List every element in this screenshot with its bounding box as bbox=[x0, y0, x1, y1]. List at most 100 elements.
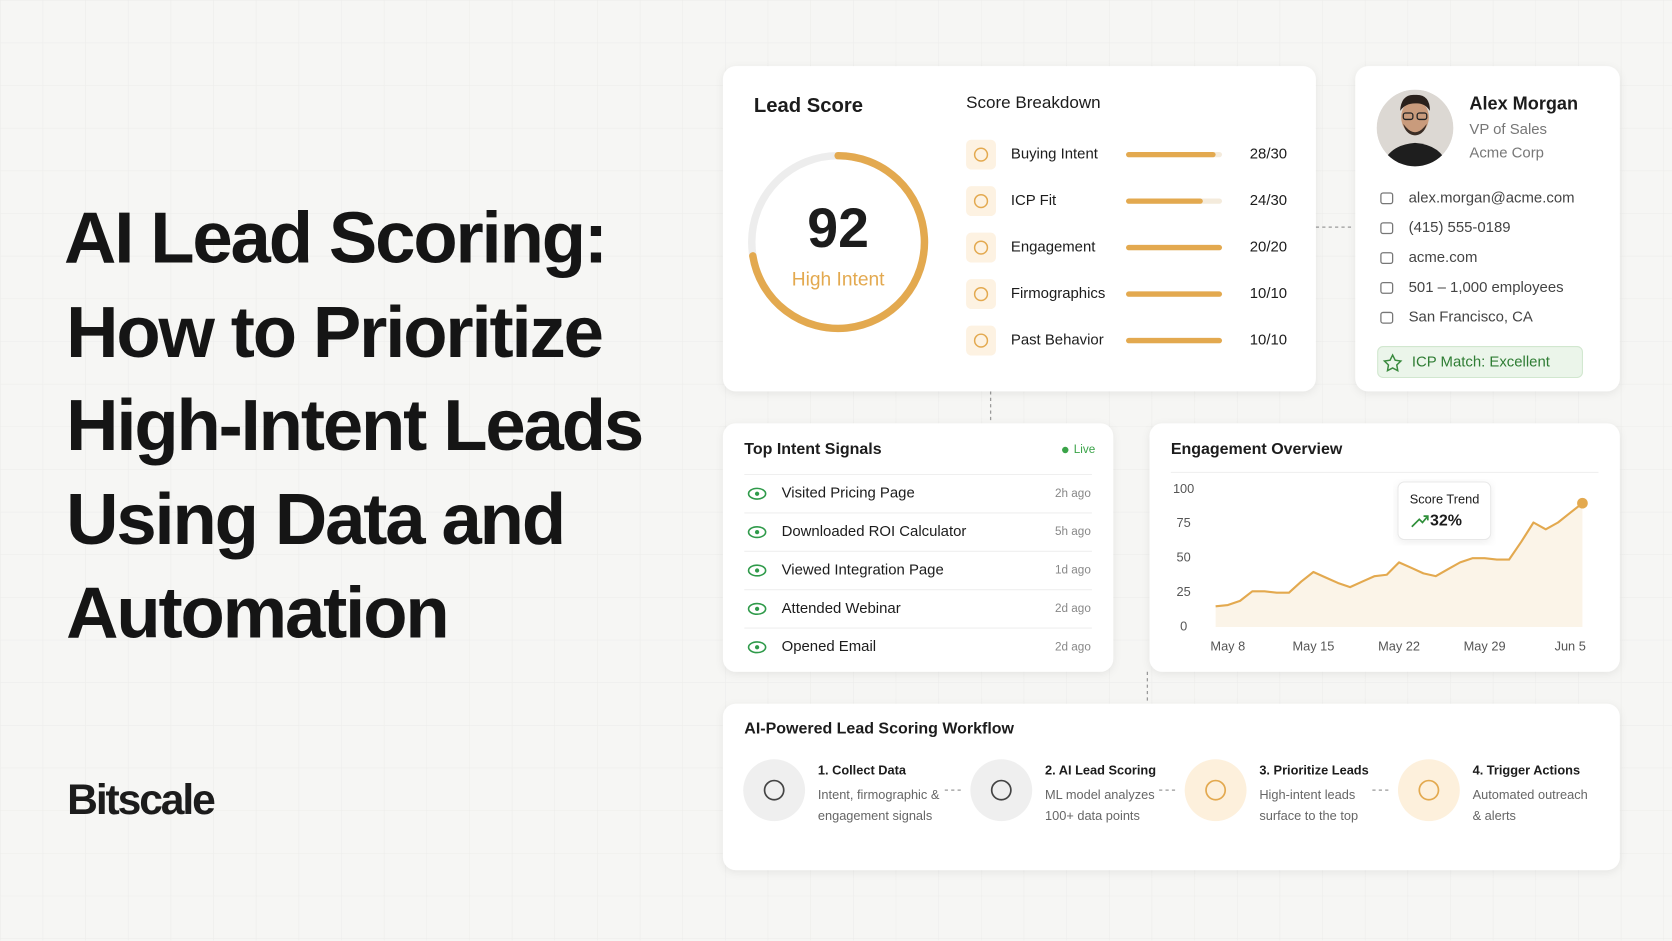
bar bbox=[1126, 198, 1203, 204]
signal-time: 1d ago bbox=[1055, 564, 1091, 577]
step-description: Automated outreach bbox=[1473, 787, 1588, 802]
bar bbox=[1126, 337, 1223, 344]
bar bbox=[1126, 244, 1223, 251]
y-tick-label: 25 bbox=[1177, 584, 1191, 599]
detail-text: alex.morgan@acme.com bbox=[1409, 189, 1575, 206]
headline-line: Using Data and bbox=[66, 479, 564, 560]
icon bbox=[973, 147, 989, 162]
x-tick-label: May 15 bbox=[1292, 639, 1334, 654]
signal-icon bbox=[754, 606, 760, 612]
icon-tile bbox=[966, 279, 996, 310]
y-tick-label: 50 bbox=[1177, 550, 1191, 565]
step-description: Intent, firmographic & bbox=[818, 787, 940, 802]
signal-time: 2d ago bbox=[1055, 640, 1091, 653]
card-title: Top Intent Signals bbox=[744, 441, 881, 458]
detail-icon bbox=[1380, 311, 1394, 324]
headline-line: High-Intent Leads bbox=[66, 385, 642, 466]
signal-name: Attended Webinar bbox=[782, 600, 901, 617]
step-description: & alerts bbox=[1473, 808, 1516, 823]
area bbox=[1215, 503, 1583, 628]
headline-line: How to Prioritize bbox=[66, 292, 602, 373]
brand-logo: Bitscale bbox=[67, 776, 215, 824]
detail-icon bbox=[1380, 222, 1394, 235]
detail-text: acme.com bbox=[1409, 249, 1478, 266]
detail-text: 501 – 1,000 employees bbox=[1409, 279, 1564, 296]
live-dot bbox=[1062, 446, 1069, 454]
signal-icon bbox=[747, 487, 767, 500]
engagement-card bbox=[1149, 423, 1620, 672]
signal-time: 2h ago bbox=[1055, 487, 1091, 500]
workflow-steps: 1. Collect Data Intent, firmographic & eng… bbox=[743, 759, 1588, 823]
signal-time: 5h ago bbox=[1055, 525, 1091, 538]
bar bbox=[1126, 151, 1216, 158]
step-icon-bg bbox=[1184, 759, 1247, 822]
step-icon bbox=[1205, 779, 1227, 801]
step-title: 2. AI Lead Scoring bbox=[1045, 762, 1156, 777]
detail-icon bbox=[1380, 252, 1394, 265]
signals-list: Visited Pricing Page 2h ago Downloaded ROI… bbox=[744, 473, 1092, 655]
breakdown-score: 20/20 bbox=[1250, 239, 1287, 256]
gauge-arc bbox=[749, 151, 929, 333]
step-title: 1. Collect Data bbox=[818, 762, 907, 777]
breakdown-score: 24/30 bbox=[1250, 192, 1287, 209]
signal-icon bbox=[747, 525, 767, 539]
signal-icon bbox=[747, 641, 767, 654]
lead-score-card bbox=[722, 66, 1316, 392]
badge-text: ICP Match: Excellent bbox=[1412, 353, 1551, 370]
signal-name: Opened Email bbox=[782, 638, 876, 655]
step-icon-bg bbox=[1397, 759, 1460, 822]
x-tick-label: May 22 bbox=[1378, 639, 1420, 654]
profile-details: alex.morgan@acme.com (415) 555-0189 acme.c… bbox=[1380, 189, 1575, 326]
icon bbox=[973, 240, 989, 255]
signal-time: 2d ago bbox=[1055, 602, 1091, 615]
card-title: AI-Powered Lead Scoring Workflow bbox=[744, 721, 1014, 738]
icon bbox=[973, 286, 989, 302]
icp-badge bbox=[1377, 346, 1583, 379]
bar bbox=[1126, 291, 1223, 297]
headline-line: AI Lead Scoring: bbox=[64, 197, 606, 278]
y-tick-label: 75 bbox=[1177, 515, 1191, 530]
tooltip bbox=[1397, 481, 1492, 541]
card-title: Lead Score bbox=[754, 95, 863, 117]
score-status: High Intent bbox=[792, 270, 885, 291]
signal-icon bbox=[747, 602, 767, 616]
breakdown-score: 10/10 bbox=[1250, 285, 1287, 302]
breakdown-name: Buying Intent bbox=[1011, 146, 1099, 163]
breakdown-score: 28/30 bbox=[1250, 146, 1287, 163]
y-tick-label: 100 bbox=[1173, 481, 1194, 496]
headline-line: Automation bbox=[66, 573, 447, 654]
live-status: Live bbox=[1074, 443, 1096, 456]
section-title: Score Breakdown bbox=[966, 93, 1101, 112]
signal-name: Downloaded ROI Calculator bbox=[782, 523, 967, 540]
step-icon bbox=[1418, 779, 1440, 801]
icon bbox=[973, 333, 989, 348]
trend-icon bbox=[1411, 515, 1429, 528]
signal-icon bbox=[747, 564, 767, 577]
breakdown-list: Buying Intent 28/30 ICP Fit 24/30 Engagement… bbox=[966, 139, 1287, 356]
end-point bbox=[1577, 497, 1588, 509]
step-icon-bg bbox=[970, 759, 1033, 822]
icon-tile bbox=[966, 325, 996, 356]
score-value: 92 bbox=[807, 197, 869, 259]
tooltip-title: Score Trend bbox=[1410, 491, 1480, 506]
x-tick-label: May 29 bbox=[1464, 639, 1506, 654]
signals-card bbox=[722, 423, 1114, 672]
icon-tile bbox=[966, 232, 996, 263]
star-icon bbox=[1382, 353, 1403, 373]
breakdown-name: ICP Fit bbox=[1011, 192, 1057, 209]
tooltip-value: 32% bbox=[1430, 513, 1462, 530]
step-title: 3. Prioritize Leads bbox=[1259, 762, 1368, 777]
icon-tile bbox=[966, 139, 996, 170]
breakdown-score: 10/10 bbox=[1250, 332, 1287, 349]
icon-tile bbox=[966, 186, 996, 217]
signal-name: Visited Pricing Page bbox=[782, 485, 915, 502]
signal-icon bbox=[754, 491, 760, 496]
breakdown-name: Engagement bbox=[1011, 239, 1096, 256]
signal-name: Viewed Integration Page bbox=[782, 561, 944, 578]
step-description: High-intent leads bbox=[1259, 787, 1355, 802]
detail-icon bbox=[1380, 281, 1394, 294]
workflow-card bbox=[722, 703, 1620, 871]
